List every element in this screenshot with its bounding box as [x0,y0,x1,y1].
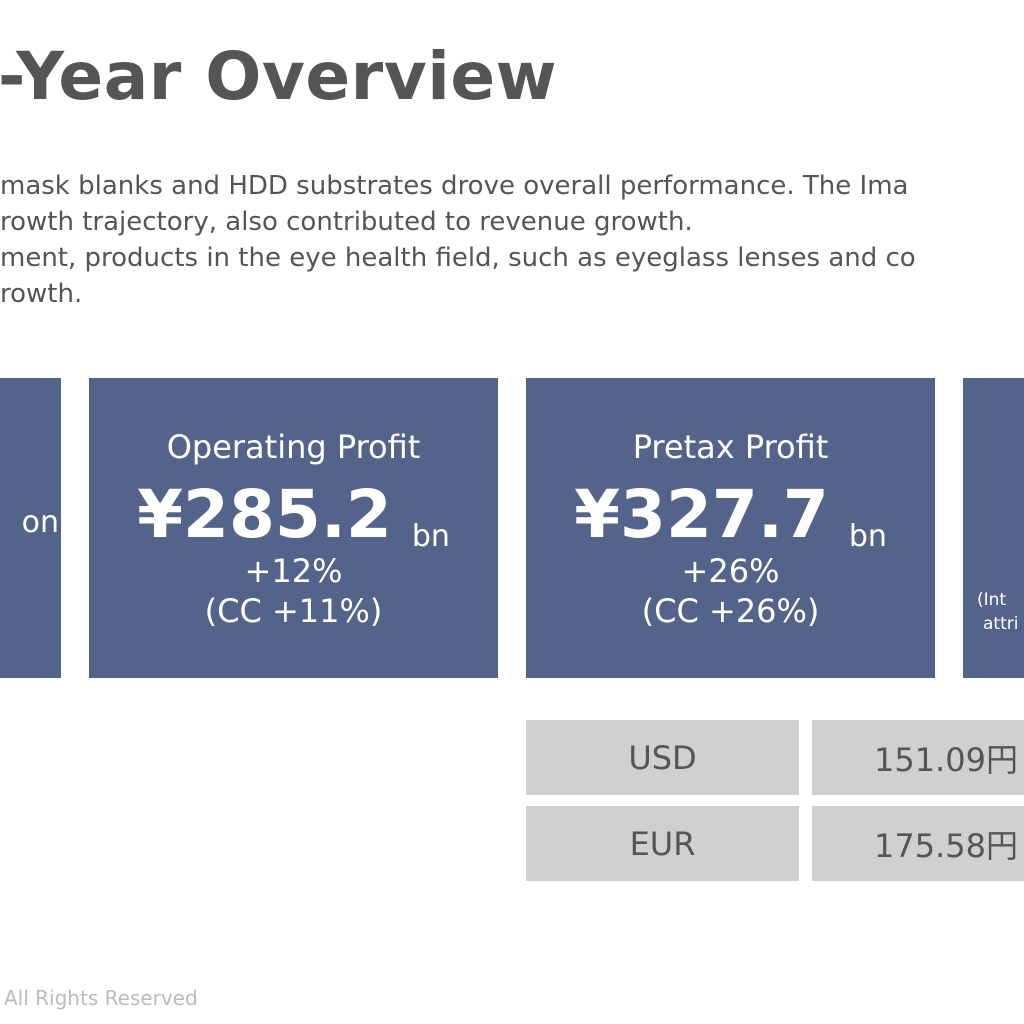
fx-rate-usd: 151.09円 [812,720,1024,795]
pretax-profit-card: Pretax Profit ¥327.7 bn +26% (CC +26%) [526,378,935,678]
page-title: -Year Overview [0,38,558,115]
overview-line: mask blanks and HDD substrates drove ove… [0,171,909,201]
card-value: ¥285.2 [137,476,392,553]
copyright-footer: All Rights Reserved [4,986,198,1010]
card-label: Operating Profit [166,428,421,466]
card-cc-growth: (CC +11%) [204,592,383,630]
overview-line: ment, products in the eye health field, … [0,243,916,273]
card-unit: bn [411,519,450,554]
revenue-card-partial: on [0,378,61,678]
card-value-row: ¥285.2 bn [89,480,498,555]
card-note: (Int [977,590,1007,610]
operating-profit-card: Operating Profit ¥285.2 bn +12% (CC +11%) [89,378,498,678]
overview-line: rowth. [0,279,83,309]
overview-line: rowth trajectory, also contributed to re… [0,207,693,237]
card-cc-growth: (CC +26%) [641,592,820,630]
card-value-row: ¥327.7 bn [526,480,935,555]
card-growth: +26% [681,552,780,590]
card-unit: on [21,505,59,540]
card-growth: +12% [244,552,343,590]
card-label: Pretax Profit [632,428,829,466]
net-profit-card-partial: (Int attri [963,378,1024,678]
fx-currency-eur: EUR [526,806,799,881]
card-unit: bn [848,519,887,554]
fx-rate-eur: 175.58円 [812,806,1024,881]
fx-currency-usd: USD [526,720,799,795]
card-value: ¥327.7 [574,476,829,553]
overview-text: mask blanks and HDD substrates drove ove… [0,168,1024,312]
card-note: attri [983,614,1019,634]
